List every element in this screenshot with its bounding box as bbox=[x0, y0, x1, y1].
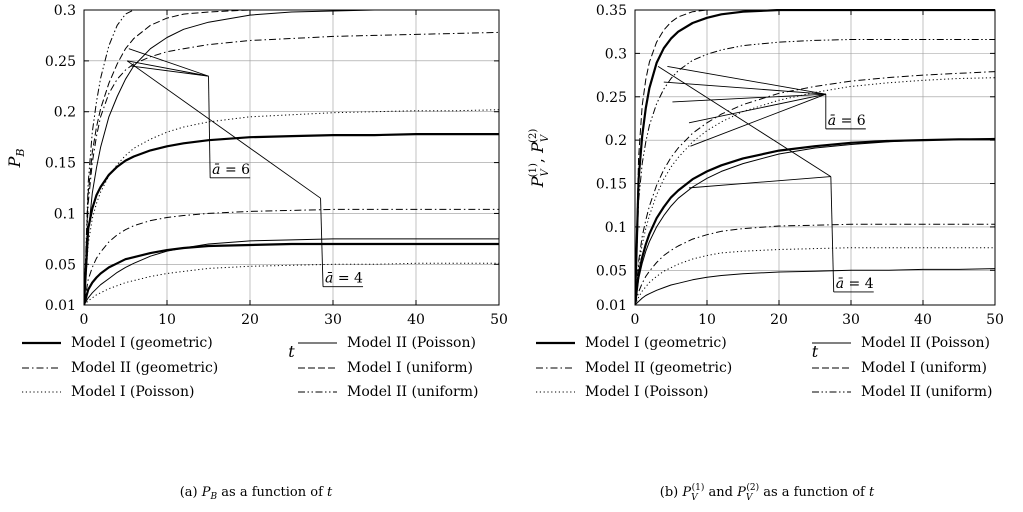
annotation-leader bbox=[667, 65, 826, 95]
series-line-thin-10 bbox=[635, 268, 995, 305]
series-line-thick-7 bbox=[84, 242, 499, 305]
annotation-label: ā = 6 bbox=[212, 162, 250, 178]
y-tick-label: 0.15 bbox=[45, 156, 76, 172]
legend-label: Model I (geometric) bbox=[585, 335, 727, 351]
x-tick-label: 10 bbox=[698, 312, 716, 328]
x-axis-label: t bbox=[288, 342, 295, 361]
legend-label: Model II (uniform) bbox=[347, 384, 478, 400]
y-tick-label: 0.2 bbox=[605, 133, 627, 149]
annotation-label: ā = 4 bbox=[836, 276, 874, 292]
annotation-leader bbox=[126, 60, 321, 199]
legend-label: Model I (uniform) bbox=[861, 360, 987, 376]
y-axis-label: PB bbox=[5, 149, 27, 169]
legend-label: Model I (geometric) bbox=[71, 335, 213, 351]
x-tick-label: 10 bbox=[158, 312, 176, 328]
annotation-1: ā = 6 bbox=[663, 65, 866, 147]
plot-frame-b bbox=[634, 9, 996, 306]
annotation-label: ā = 6 bbox=[828, 113, 866, 129]
series-line-dashdot-10 bbox=[84, 208, 499, 305]
series-line-dashdotdot-3 bbox=[635, 39, 995, 305]
x-tick-label: 40 bbox=[914, 312, 932, 328]
x-tick-label: 30 bbox=[324, 312, 342, 328]
figure-caption-a: (a) PB as a function of t bbox=[180, 485, 333, 502]
series-group-b bbox=[635, 9, 995, 305]
y-tick-label: 0.3 bbox=[54, 3, 76, 19]
chart-panel-b: 0 10 20 30 40 50 0.01 0.05 0.1 0.15 0.2 0.25 0.3 0.35… bbox=[511, 0, 1023, 512]
x-tick-label: 20 bbox=[241, 312, 259, 328]
x-axis-label: t bbox=[812, 342, 819, 361]
annotation-leader bbox=[128, 48, 209, 77]
y-tick-label: 0.25 bbox=[45, 54, 76, 70]
chart-a-svg: 0 10 20 30 40 50 0.01 0.05 0.1 0.15 0.2 0.25 0.3 t PB ā… bbox=[5, 3, 508, 502]
legend-label: Model II (Poisson) bbox=[347, 335, 476, 351]
legend-label: Model I (Poisson) bbox=[585, 384, 708, 400]
annotation-leader bbox=[672, 93, 826, 103]
x-tick-label: 0 bbox=[80, 312, 89, 328]
y-tick-label: 0.25 bbox=[596, 90, 627, 106]
y-tick-label: 0.05 bbox=[45, 257, 76, 273]
series-line-thick-7 bbox=[635, 138, 995, 305]
annotation-leader bbox=[690, 93, 826, 147]
x-tick-label: 50 bbox=[490, 312, 508, 328]
legend-label: Model II (geometric) bbox=[71, 360, 218, 376]
annotation-leader bbox=[657, 66, 832, 177]
annotation-1: ā = 6 bbox=[127, 48, 251, 179]
y-tick-label: 0.01 bbox=[596, 298, 627, 314]
series-line-thin-8 bbox=[84, 238, 499, 305]
legend-label: Model II (uniform) bbox=[861, 384, 992, 400]
y-tick-label: 0.05 bbox=[596, 263, 627, 279]
legend-label: Model II (Poisson) bbox=[861, 335, 990, 351]
series-line-dashdot-4 bbox=[635, 71, 995, 305]
series-line-dashdot-6 bbox=[84, 31, 499, 305]
annotation-2: ā = 4 bbox=[657, 66, 874, 293]
plot-frame-a bbox=[83, 9, 500, 306]
annotation-leader bbox=[320, 198, 324, 287]
annotation-leader bbox=[208, 76, 211, 178]
x-tick-label: 30 bbox=[842, 312, 860, 328]
x-tick-label: 50 bbox=[986, 312, 1004, 328]
chart-b-svg: 0 10 20 30 40 50 0.01 0.05 0.1 0.15 0.2 0.25 0.3 0.35… bbox=[528, 3, 1004, 503]
x-tick-label: 40 bbox=[407, 312, 425, 328]
annotation-leader bbox=[663, 81, 826, 95]
x-tick-label: 20 bbox=[770, 312, 788, 328]
y-tick-label: 0.35 bbox=[596, 3, 627, 19]
y-tick-label: 0.01 bbox=[45, 298, 76, 314]
series-line-dashdot-8 bbox=[635, 223, 995, 305]
legend-b: Model I (geometric) Model II (Poisson) Mod… bbox=[536, 335, 992, 400]
chart-panel-a: 0 10 20 30 40 50 0.01 0.05 0.1 0.15 0.2 0.25 0.3 t PB ā… bbox=[5, 3, 508, 502]
grid-a bbox=[84, 10, 499, 305]
legend-label: Model I (uniform) bbox=[347, 360, 473, 376]
y-axis-label: PV(1), PV(2) bbox=[528, 129, 551, 189]
y-tick-label: 0.2 bbox=[54, 105, 76, 121]
series-line-dotted-9 bbox=[84, 262, 499, 305]
series-line-dotted-9 bbox=[635, 247, 995, 305]
series-line-dotted-5 bbox=[635, 77, 995, 305]
legend-label: Model II (geometric) bbox=[585, 360, 732, 376]
annotation-2: ā = 4 bbox=[126, 60, 364, 288]
annotation-leader bbox=[688, 176, 831, 189]
series-line-dotted-2 bbox=[84, 109, 499, 305]
annotation-leader bbox=[688, 93, 826, 124]
series-line-thin-6 bbox=[635, 137, 995, 305]
series-line-thick-1 bbox=[84, 133, 499, 305]
figure-caption-b: (b) PV(1) and PV(2) as a function of t bbox=[660, 482, 875, 503]
annotation-leader bbox=[127, 60, 209, 77]
y-tick-label: 0.1 bbox=[605, 220, 627, 236]
y-tick-label: 0.1 bbox=[54, 206, 76, 222]
annotation-label: ā = 4 bbox=[325, 271, 363, 287]
x-tick-label: 0 bbox=[631, 312, 640, 328]
legend-a: Model I (geometric) Model II (Poisson) Mod… bbox=[22, 335, 478, 400]
y-tick-label: 0.15 bbox=[596, 177, 627, 193]
annotation-leader bbox=[130, 65, 209, 77]
legend-label: Model I (Poisson) bbox=[71, 384, 194, 400]
y-tick-label: 0.3 bbox=[605, 46, 627, 62]
annotation-leader bbox=[830, 176, 835, 292]
